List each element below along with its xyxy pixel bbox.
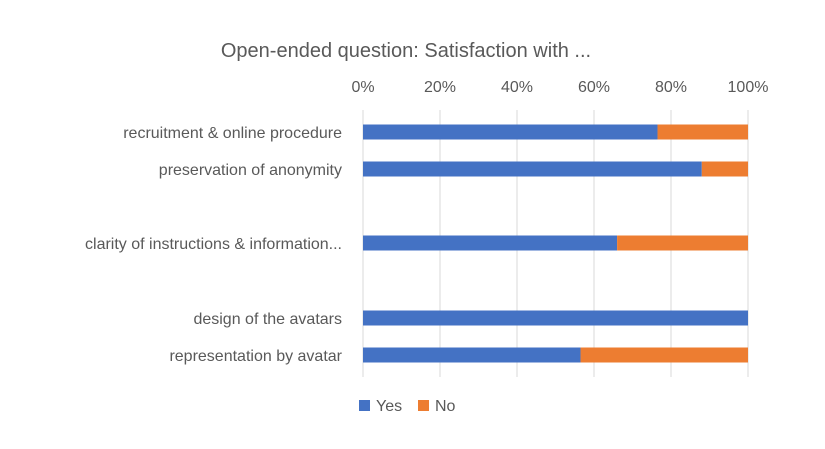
bar-segment-yes bbox=[363, 124, 658, 140]
bar-segment-yes bbox=[363, 161, 702, 177]
x-tick-label: 20% bbox=[424, 79, 456, 96]
x-tick-label: 40% bbox=[501, 79, 533, 96]
x-tick-label: 100% bbox=[728, 79, 769, 96]
legend-label-no: No bbox=[435, 398, 456, 415]
category-label: clarity of instructions & information... bbox=[85, 236, 342, 253]
bar-segment-no bbox=[580, 347, 748, 363]
x-tick-label: 60% bbox=[578, 79, 610, 96]
category-label: representation by avatar bbox=[169, 348, 342, 365]
bar-segment-yes bbox=[363, 235, 618, 251]
legend: Yes No bbox=[359, 398, 456, 415]
category-label: recruitment & online procedure bbox=[123, 125, 342, 142]
legend-swatch-yes bbox=[359, 400, 370, 411]
category-label: preservation of anonymity bbox=[159, 162, 342, 179]
bar-segment-no bbox=[701, 161, 748, 177]
chart-title: Open-ended question: Satisfaction with .… bbox=[221, 40, 591, 62]
x-tick-label: 0% bbox=[351, 79, 374, 96]
category-label: design of the avatars bbox=[193, 311, 342, 328]
bar-segment-no bbox=[617, 235, 748, 251]
bar-segment-yes bbox=[363, 347, 581, 363]
x-tick-label: 80% bbox=[655, 79, 687, 96]
bar-segment-no bbox=[657, 124, 748, 140]
bar-segment-yes bbox=[363, 310, 748, 326]
x-axis-ticks: 0% 20% 40% 60% 80% 100% bbox=[351, 79, 768, 96]
category-labels: recruitment & online procedure preservati… bbox=[85, 125, 343, 365]
bars bbox=[363, 124, 748, 363]
legend-label-yes: Yes bbox=[376, 398, 402, 415]
legend-swatch-no bbox=[418, 400, 429, 411]
